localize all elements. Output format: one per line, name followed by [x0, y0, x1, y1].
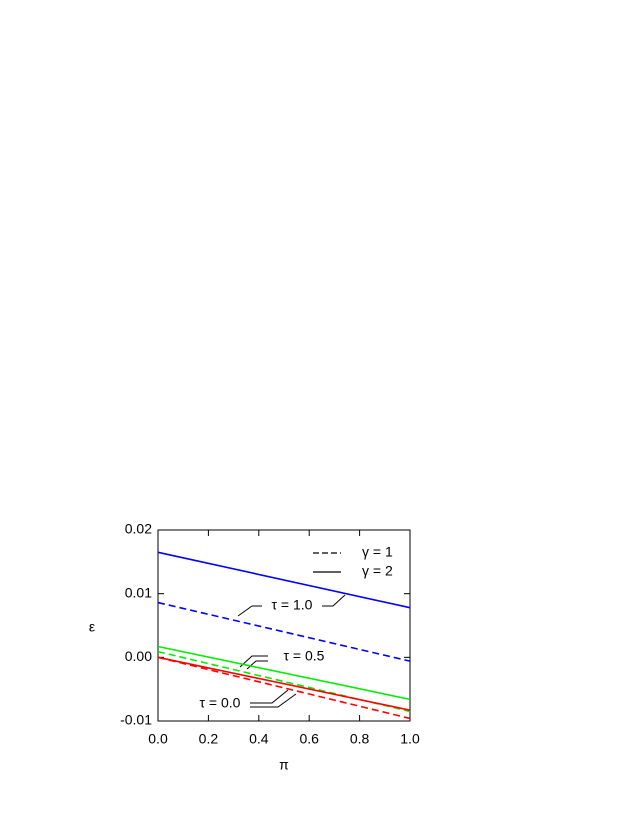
callout: [250, 693, 297, 708]
series-line: [157, 551, 411, 609]
annotation: τ = 0.5: [284, 648, 325, 664]
plot-frame: [157, 529, 411, 722]
y-tick-label: 0.01: [125, 584, 152, 600]
x-tick-label: 0.8: [350, 731, 370, 747]
legend-label: γ = 2: [362, 563, 393, 579]
series-line: [157, 645, 411, 701]
series-line: [157, 601, 411, 662]
y-tick-label: 0.02: [125, 521, 152, 537]
x-tick-label: 0.0: [148, 731, 168, 747]
x-tick-label: 1.0: [400, 731, 420, 747]
callout: [322, 594, 346, 607]
x-tick-label: 0.4: [249, 731, 269, 747]
x-tick-label: 0.6: [299, 731, 319, 747]
y-tick-label: -0.01: [120, 712, 152, 728]
y-tick-label: 0.00: [125, 648, 152, 664]
series-line: [157, 656, 411, 720]
y-axis-label: ε: [89, 619, 95, 635]
x-axis-label: π: [279, 757, 289, 773]
annotation: τ = 1.0: [272, 597, 313, 613]
legend-label: γ = 1: [362, 544, 393, 560]
annotation: τ = 0.0: [200, 695, 241, 711]
x-tick-label: 0.2: [199, 731, 219, 747]
callout: [239, 655, 268, 668]
series-line: [157, 656, 411, 711]
callout: [250, 689, 289, 704]
callout: [237, 605, 253, 617]
